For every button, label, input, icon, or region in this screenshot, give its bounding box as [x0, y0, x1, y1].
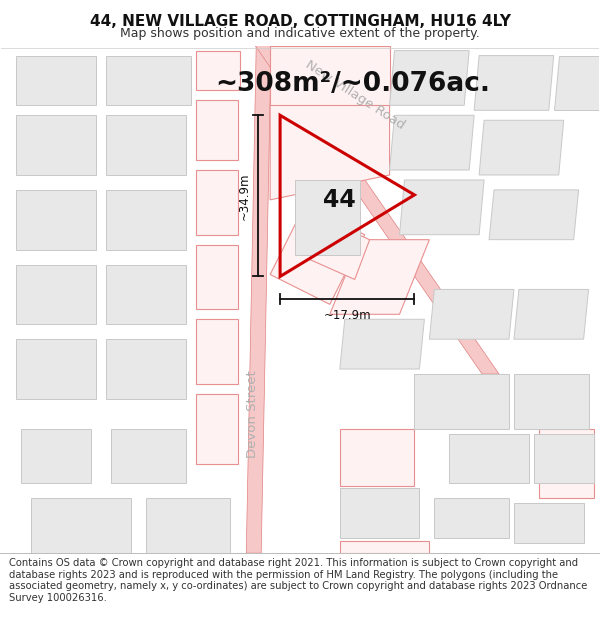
Polygon shape — [295, 180, 360, 254]
Text: Devon Street: Devon Street — [246, 370, 259, 458]
Polygon shape — [415, 374, 509, 429]
Polygon shape — [479, 120, 564, 175]
Polygon shape — [16, 190, 96, 249]
Polygon shape — [449, 434, 529, 484]
Polygon shape — [340, 489, 419, 538]
Polygon shape — [111, 429, 185, 484]
Text: 44, NEW VILLAGE ROAD, COTTINGHAM, HU16 4LY: 44, NEW VILLAGE ROAD, COTTINGHAM, HU16 4… — [89, 14, 511, 29]
Polygon shape — [246, 46, 271, 553]
Polygon shape — [106, 190, 185, 249]
Polygon shape — [16, 264, 96, 324]
Polygon shape — [106, 115, 185, 175]
Polygon shape — [106, 264, 185, 324]
Text: Map shows position and indicative extent of the property.: Map shows position and indicative extent… — [120, 28, 480, 41]
Polygon shape — [196, 244, 238, 309]
Polygon shape — [330, 239, 430, 314]
Polygon shape — [534, 434, 593, 484]
Polygon shape — [270, 205, 365, 304]
Polygon shape — [16, 339, 96, 399]
Polygon shape — [270, 46, 389, 106]
Polygon shape — [514, 374, 589, 429]
Polygon shape — [146, 498, 230, 553]
Polygon shape — [196, 170, 238, 235]
Text: Contains OS data © Crown copyright and database right 2021. This information is : Contains OS data © Crown copyright and d… — [9, 558, 587, 603]
Polygon shape — [389, 115, 474, 170]
Polygon shape — [434, 498, 509, 538]
Polygon shape — [430, 289, 514, 339]
Polygon shape — [340, 541, 430, 553]
Polygon shape — [514, 289, 589, 339]
Polygon shape — [16, 115, 96, 175]
Polygon shape — [106, 339, 185, 399]
Polygon shape — [340, 319, 424, 369]
Polygon shape — [196, 51, 240, 91]
Text: ~34.9m: ~34.9m — [238, 172, 251, 219]
Polygon shape — [400, 180, 484, 235]
Text: New Village Road: New Village Road — [303, 59, 407, 132]
Polygon shape — [554, 56, 599, 110]
Polygon shape — [22, 429, 91, 484]
Polygon shape — [196, 394, 238, 464]
Polygon shape — [106, 56, 191, 106]
Polygon shape — [196, 319, 238, 384]
Polygon shape — [31, 498, 131, 553]
Text: ~308m²/~0.076ac.: ~308m²/~0.076ac. — [215, 71, 490, 98]
Polygon shape — [270, 106, 389, 200]
Polygon shape — [340, 429, 415, 486]
Polygon shape — [16, 56, 96, 106]
Polygon shape — [514, 503, 584, 543]
Polygon shape — [474, 56, 554, 110]
Polygon shape — [489, 190, 578, 239]
Text: 44: 44 — [323, 188, 356, 212]
Polygon shape — [196, 101, 238, 160]
Text: ~17.9m: ~17.9m — [323, 309, 371, 322]
Polygon shape — [310, 220, 370, 279]
Polygon shape — [539, 429, 593, 498]
Polygon shape — [389, 51, 469, 106]
Polygon shape — [255, 46, 499, 374]
